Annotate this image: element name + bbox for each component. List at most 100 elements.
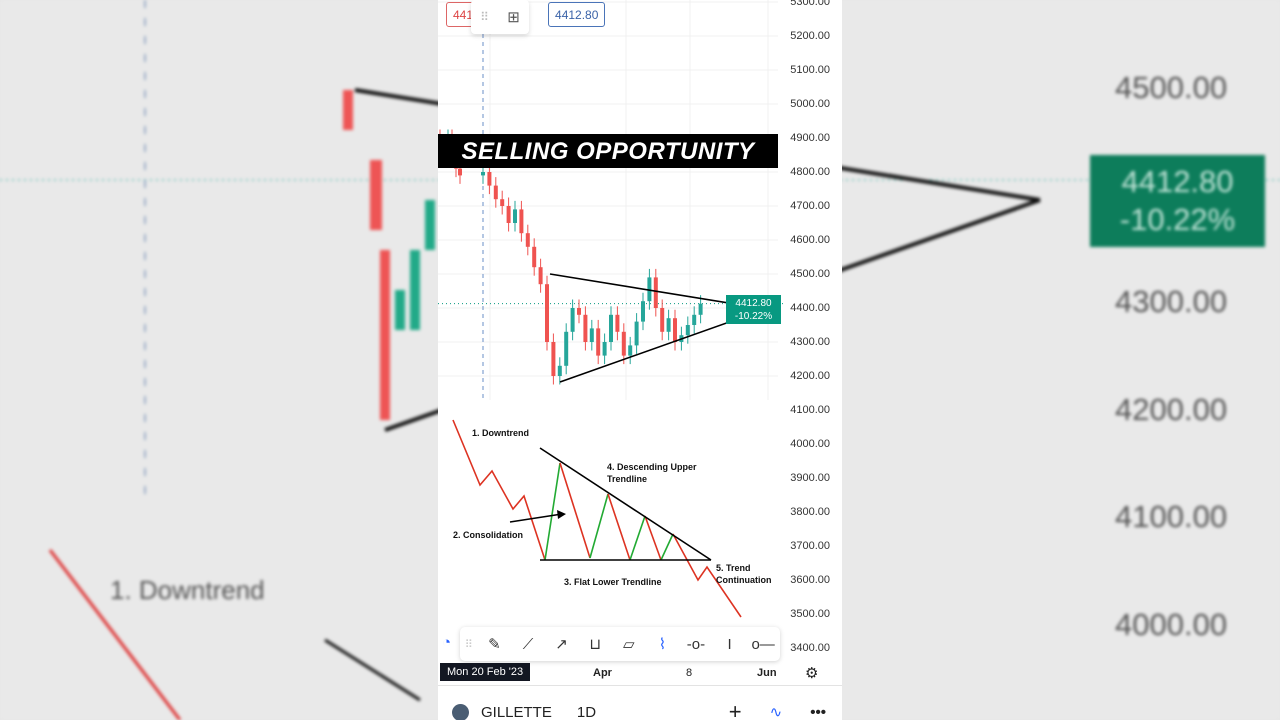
candle: [641, 301, 645, 322]
price-tick: 4000.00: [790, 438, 830, 450]
label-flat-lower-trendline: 3. Flat Lower Trendline: [564, 577, 662, 587]
text-cursor-icon[interactable]: I: [727, 635, 732, 653]
horizontal-line-icon[interactable]: o—: [751, 635, 775, 653]
label-descending-upper-trendline: 4. Descending Upper Trendline: [607, 462, 697, 484]
trend-line-icon[interactable]: ⟋: [522, 635, 534, 653]
price-tick: 4800.00: [790, 166, 830, 178]
candle: [570, 308, 575, 332]
bg-price: 4100.00: [1115, 499, 1228, 534]
time-tick: Jun: [757, 667, 777, 679]
price-tick: 3800.00: [790, 506, 830, 518]
buy-price-button[interactable]: 4412.80: [548, 2, 606, 27]
candle: [458, 168, 462, 176]
candle: [634, 321, 639, 346]
candle: [653, 277, 658, 308]
price-tick: 5300.00: [790, 0, 830, 8]
candle: [589, 328, 594, 342]
bg-downtrend-label: 1. Downtrend: [110, 575, 265, 605]
candle: [685, 325, 690, 336]
bg-price: 4300.00: [1115, 284, 1228, 319]
candle: [564, 331, 569, 366]
price-tick: 4200.00: [790, 370, 830, 382]
path-icon[interactable]: ⌇: [658, 636, 667, 653]
price-tick: 4500.00: [790, 268, 830, 280]
candle: [692, 314, 697, 325]
bg-price-badge: 4412.80 -10.22%: [1090, 155, 1265, 247]
indicators-icon[interactable]: ∿: [769, 704, 783, 720]
candle: [487, 172, 492, 186]
price-tick: 5100.00: [790, 64, 830, 76]
candle: [481, 172, 485, 176]
horizontal-ray-icon[interactable]: -o-: [686, 635, 706, 653]
price-tick: 3900.00: [790, 472, 830, 484]
bottom-bar: GILLETTE 1D + ∿ •••: [438, 699, 842, 720]
candle: [615, 314, 620, 332]
magnet-icon[interactable]: ◔: [442, 634, 452, 651]
price-tick: 4600.00: [790, 234, 830, 246]
time-tick: Apr: [593, 667, 612, 679]
candle: [557, 365, 562, 376]
candle: [609, 314, 613, 342]
last-price-badge: 4412.80 -10.22%: [726, 295, 781, 324]
candle: [506, 206, 511, 223]
last-price: 4412.80: [735, 298, 772, 309]
candle: [493, 185, 498, 200]
candle: [538, 267, 543, 285]
bg-price: 4500.00: [1115, 70, 1228, 105]
label-downtrend: 1. Downtrend: [472, 428, 530, 438]
candle: [666, 318, 671, 332]
bg-price: 4000.00: [1115, 607, 1228, 642]
time-tick: 8: [686, 667, 693, 679]
price-tick: 5000.00: [790, 98, 830, 110]
candle: [698, 303, 703, 315]
candle: [596, 328, 601, 356]
candle: [545, 284, 549, 342]
label-consolidation: 2. Consolidation: [453, 530, 524, 540]
price-tick: 3500.00: [790, 608, 830, 620]
label-trend-continuation: 5. Trend Continuation: [716, 563, 772, 585]
price-tick: 3700.00: [790, 540, 830, 552]
bg-badge-price: 4412.80: [1121, 164, 1234, 199]
candle: [673, 318, 677, 342]
candle: [621, 331, 626, 356]
time-axis[interactable]: Mon 20 Feb '23 Apr 8 Jun ⚙: [438, 662, 842, 686]
candle: [602, 342, 607, 356]
price-tick: 4700.00: [790, 200, 830, 212]
more-icon[interactable]: •••: [810, 703, 826, 720]
add-layout-icon[interactable]: ⊞: [507, 9, 520, 26]
candle: [532, 246, 537, 268]
candle: [551, 342, 556, 376]
crosshair-date-tooltip: Mon 20 Feb '23: [440, 663, 531, 681]
drag-handle-icon[interactable]: ⠿: [464, 638, 473, 651]
parallel-channel-icon[interactable]: ▱: [622, 636, 635, 653]
price-change: -10.22%: [734, 311, 773, 322]
price-tick: 5200.00: [790, 30, 830, 42]
drag-handle-icon[interactable]: ⠿: [480, 10, 489, 24]
price-tick: 3400.00: [790, 642, 830, 654]
price-tick: 4100.00: [790, 404, 830, 416]
layout-toolbar[interactable]: ⠿ ⊞: [471, 0, 529, 34]
price-tick: 3600.00: [790, 574, 830, 586]
candle: [583, 314, 588, 342]
rectangle-icon[interactable]: ⊔: [589, 636, 602, 653]
price-tick: 4300.00: [790, 336, 830, 348]
candle: [519, 209, 524, 234]
drawing-toolbar: ⠿ ✎ ⟋ ↗ ⊔ ▱ ⌇ -o- I o—: [460, 627, 780, 661]
trading-chart-panel: 5300.00 5200.00 5100.00 5000.00 4900.00 4800.…: [438, 0, 842, 720]
interval-button[interactable]: 1D: [576, 703, 597, 720]
candle: [577, 308, 581, 315]
add-icon[interactable]: +: [728, 699, 742, 720]
price-tick: 4900.00: [790, 132, 830, 144]
descending-triangle-diagram: [452, 419, 742, 618]
symbol-name[interactable]: GILLETTE: [481, 703, 552, 720]
candle: [525, 233, 530, 247]
symbol-logo: [452, 703, 469, 720]
arrow-icon[interactable]: ↗: [555, 636, 568, 653]
settings-gear-icon[interactable]: ⚙: [805, 665, 819, 682]
price-tick: 4400.00: [790, 302, 830, 314]
candle: [628, 345, 633, 356]
candle: [500, 199, 505, 206]
candle: [660, 308, 665, 332]
video-caption-banner: SELLING OPPORTUNITY: [438, 134, 778, 168]
brush-icon[interactable]: ✎: [488, 636, 501, 653]
